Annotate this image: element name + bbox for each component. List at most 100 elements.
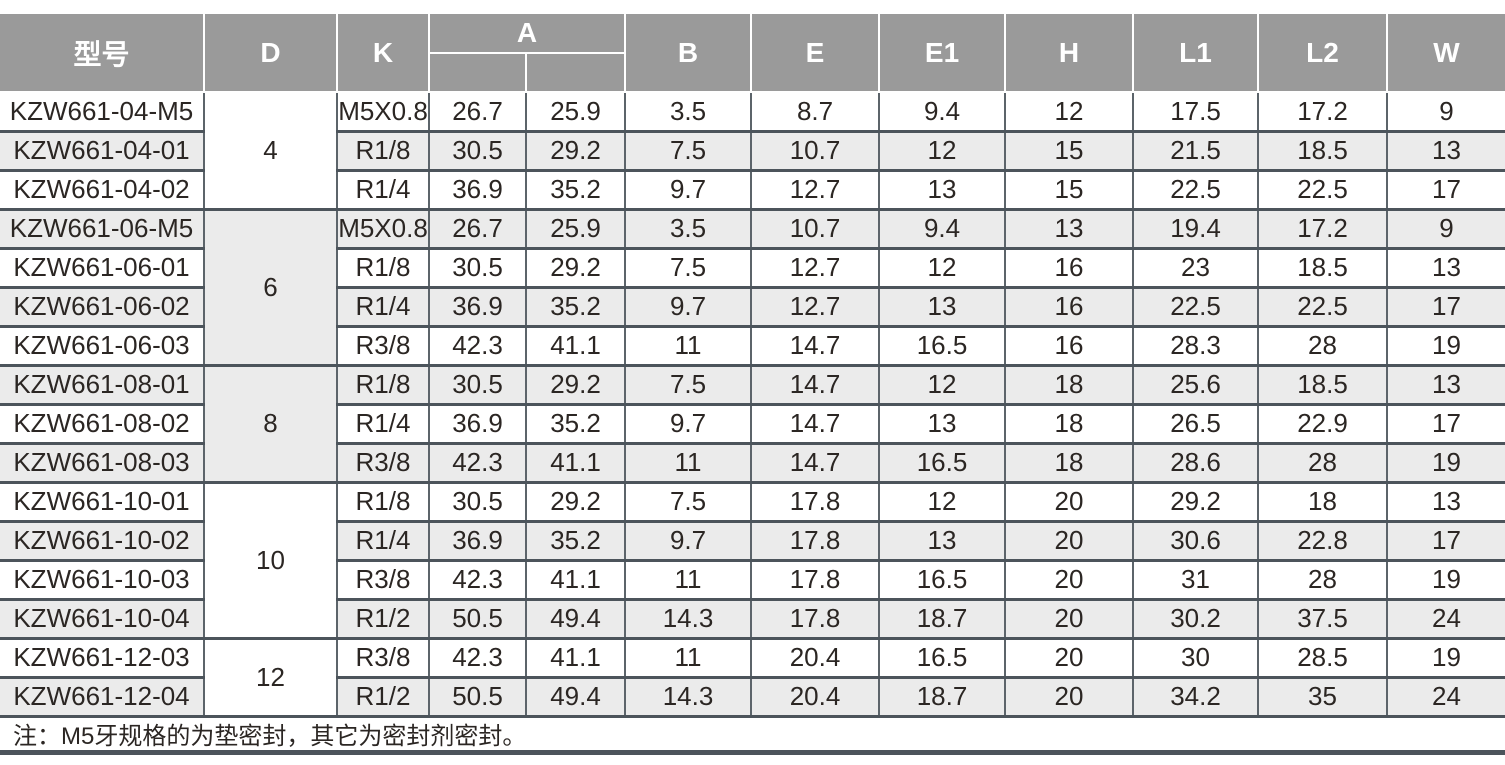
cell-l2: 28.5 — [1257, 636, 1389, 679]
table-row: KZW661-04-M5 4 M5X0.8 26.7 25.9 3.5 8.7 9.4 12 17… — [0, 92, 1505, 211]
cell-k: R1/8 — [336, 363, 430, 406]
cell-l2: 28 — [1257, 558, 1389, 601]
table-row: KZW661-06-01 R1/8 30.5 29.2 7.5 12.7 12 16 23 18.… — [0, 246, 1505, 289]
cell-a2: 29.2 — [524, 246, 627, 289]
cell-w: 19 — [1386, 324, 1505, 367]
cell-e1: 12 — [878, 363, 1007, 406]
cell-b: 11 — [624, 324, 753, 367]
cell-e: 14.7 — [750, 324, 881, 367]
cell-a2: 35.2 — [524, 168, 627, 211]
cell-h: 18 — [1004, 363, 1135, 406]
cell-b: 14.3 — [624, 675, 753, 718]
cell-l1: 30.6 — [1132, 519, 1260, 562]
cell-w: 17 — [1386, 168, 1505, 211]
cell-a2: 29.2 — [524, 363, 627, 406]
cell-a2: 35.2 — [524, 519, 627, 562]
cell-model: KZW661-10-02 — [0, 519, 205, 562]
table-row: KZW661-10-04 R1/2 50.5 49.4 14.3 17.8 18.7 20 30… — [0, 597, 1505, 640]
cell-l2: 22.9 — [1257, 402, 1389, 445]
col-header-d: D — [203, 14, 338, 93]
table-row: KZW661-12-03 12 R3/8 42.3 41.1 11 20.4 16.5 20 30… — [0, 636, 1505, 718]
header-row-2 — [0, 52, 1505, 93]
cell-a1: 36.9 — [428, 285, 527, 328]
cell-l2: 17.2 — [1257, 92, 1389, 133]
cell-model: KZW661-10-01 — [0, 480, 205, 523]
cell-e: 17.8 — [750, 519, 881, 562]
col-header-l2: L2 — [1257, 14, 1389, 93]
cell-d: 10 — [203, 480, 338, 640]
cell-w: 24 — [1386, 597, 1505, 640]
cell-a2: 41.1 — [524, 558, 627, 601]
cell-e: 14.7 — [750, 363, 881, 406]
cell-l2: 18.5 — [1257, 246, 1389, 289]
cell-k: R1/4 — [336, 519, 430, 562]
cell-e1: 12 — [878, 246, 1007, 289]
cell-k: R3/8 — [336, 324, 430, 367]
cell-e1: 13 — [878, 168, 1007, 211]
cell-e: 10.7 — [750, 129, 881, 172]
cell-e1: 9.4 — [878, 207, 1007, 250]
cell-e1: 16.5 — [878, 441, 1007, 484]
table-row: KZW661-04-01 R1/8 30.5 29.2 7.5 10.7 12 15 21.5 1… — [0, 129, 1505, 172]
cell-e1: 9.4 — [878, 92, 1007, 133]
table-row: KZW661-06-03 R3/8 42.3 41.1 11 14.7 16.5 16 28.3… — [0, 324, 1505, 367]
cell-a2: 41.1 — [524, 636, 627, 679]
cell-model: KZW661-04-02 — [0, 168, 205, 211]
cell-w: 13 — [1386, 246, 1505, 289]
cell-l2: 18 — [1257, 480, 1389, 523]
cell-a2: 35.2 — [524, 285, 627, 328]
table-row: KZW661-08-03 R3/8 42.3 41.1 11 14.7 16.5 18 28.6… — [0, 441, 1505, 484]
cell-l1: 29.2 — [1132, 480, 1260, 523]
cell-a1: 42.3 — [428, 324, 527, 367]
cell-b: 9.7 — [624, 402, 753, 445]
cell-l1: 31 — [1132, 558, 1260, 601]
cell-l1: 19.4 — [1132, 207, 1260, 250]
cell-b: 7.5 — [624, 480, 753, 523]
table-row: KZW661-06-02 R1/4 36.9 35.2 9.7 12.7 13 16 22.5 2… — [0, 285, 1505, 328]
cell-w: 19 — [1386, 558, 1505, 601]
cell-l2: 18.5 — [1257, 129, 1389, 172]
table-row: KZW661-04-02 R1/4 36.9 35.2 9.7 12.7 13 15 22.5 2… — [0, 168, 1505, 211]
cell-a1: 26.7 — [428, 207, 527, 250]
cell-a1: 42.3 — [428, 636, 527, 679]
cell-w: 19 — [1386, 636, 1505, 679]
cell-b: 11 — [624, 558, 753, 601]
cell-a1: 50.5 — [428, 597, 527, 640]
col-header-e1: E1 — [878, 14, 1007, 93]
cell-e1: 18.7 — [878, 675, 1007, 718]
cell-k: R1/8 — [336, 129, 430, 172]
cell-e: 10.7 — [750, 207, 881, 250]
col-header-k: K — [336, 14, 430, 93]
cell-l2: 35 — [1257, 675, 1389, 718]
cell-h: 20 — [1004, 675, 1135, 718]
cell-model: KZW661-08-03 — [0, 441, 205, 484]
cell-w: 13 — [1386, 363, 1505, 406]
cell-l1: 30.2 — [1132, 597, 1260, 640]
cell-a2: 25.9 — [524, 92, 627, 133]
cell-b: 9.7 — [624, 168, 753, 211]
cell-h: 20 — [1004, 558, 1135, 601]
cell-model: KZW661-06-02 — [0, 285, 205, 328]
cell-h: 15 — [1004, 129, 1135, 172]
cell-w: 17 — [1386, 519, 1505, 562]
cell-k: M5X0.8 — [336, 207, 430, 250]
cell-a1: 26.7 — [428, 92, 527, 133]
cell-model: KZW661-06-01 — [0, 246, 205, 289]
table-row: KZW661-10-01 10 R1/8 30.5 29.2 7.5 17.8 12 20 29.… — [0, 480, 1505, 640]
col-header-w: W — [1386, 14, 1505, 93]
table-row: KZW661-10-02 R1/4 36.9 35.2 9.7 17.8 13 20 30.6 2… — [0, 519, 1505, 562]
cell-l1: 30 — [1132, 636, 1260, 679]
cell-h: 20 — [1004, 519, 1135, 562]
cell-k: R1/8 — [336, 246, 430, 289]
cell-l1: 21.5 — [1132, 129, 1260, 172]
cell-e1: 12 — [878, 129, 1007, 172]
cell-k: R1/8 — [336, 480, 430, 523]
cell-e: 14.7 — [750, 441, 881, 484]
cell-e: 20.4 — [750, 636, 881, 679]
note-bar: 注：M5牙规格的为垫密封，其它为密封剂密封。 — [0, 717, 1505, 755]
cell-model: KZW661-04-M5 — [0, 92, 205, 133]
header-row-1: 型号 D K A B E E1 H L1 L2 W — [0, 14, 1505, 93]
col-header-a: A — [427, 14, 627, 54]
cell-model: KZW661-06-M5 — [0, 207, 205, 250]
cell-l2: 37.5 — [1257, 597, 1389, 640]
